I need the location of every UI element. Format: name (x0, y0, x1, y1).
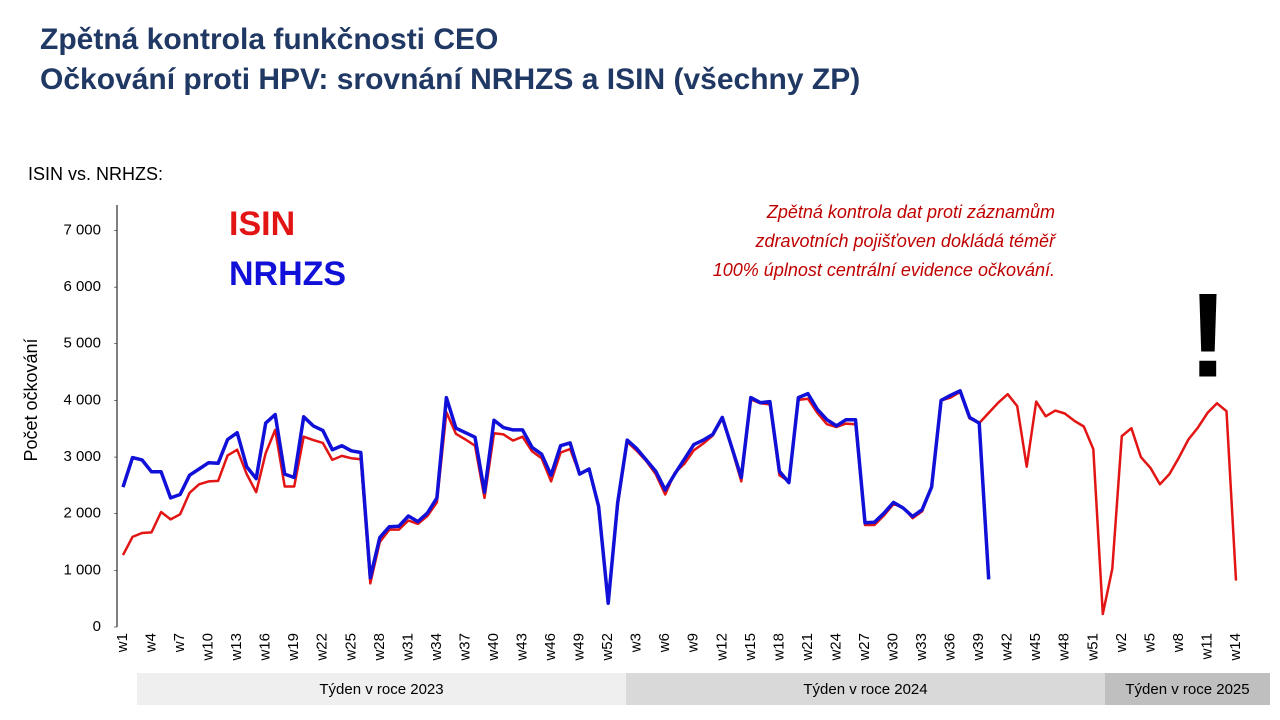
annotation: zdravotních pojišťoven dokládá téměř (754, 231, 1057, 251)
x-tick-label: w8 (1170, 633, 1187, 653)
x-tick-label: w7 (171, 633, 188, 653)
y-tick-label: 1 000 (63, 561, 101, 578)
x-tick-label: w6 (656, 633, 673, 653)
period-label: Týden v roce 2025 (1125, 681, 1249, 698)
x-tick-label: w4 (143, 633, 160, 653)
y-tick-label: 7 000 (63, 221, 101, 238)
period-band (1105, 673, 1270, 705)
period-label: Týden v roce 2024 (803, 681, 927, 698)
x-tick-label: w16 (257, 633, 274, 662)
x-tick-label: w36 (942, 633, 959, 662)
x-tick-label: w31 (399, 633, 416, 662)
y-tick-label: 5 000 (63, 335, 101, 352)
legend-entry: NRHZS (229, 255, 346, 293)
x-tick-label: w33 (913, 633, 930, 662)
x-tick-label: w10 (200, 633, 217, 662)
x-tick-label: w37 (456, 633, 473, 662)
section-label: ISIN vs. NRHZS: (28, 164, 163, 184)
x-tick-label: w48 (1056, 633, 1073, 662)
x-tick-label: w18 (770, 633, 787, 662)
x-tick-label: w13 (228, 633, 245, 662)
y-tick-label: 6 000 (63, 278, 101, 295)
x-tick-label: w19 (285, 633, 302, 662)
legend-entry: ISIN (229, 205, 295, 243)
x-tick-label: w11 (1198, 633, 1215, 660)
x-tick-label: w30 (885, 633, 902, 662)
x-tick-label: w34 (428, 633, 445, 662)
x-tick-label: w25 (342, 633, 359, 662)
subtitle: Očkování proti HPV: srovnání NRHZS a ISI… (40, 63, 860, 96)
x-tick-label: w12 (713, 633, 730, 662)
x-tick-label: w27 (856, 633, 873, 662)
period-band (137, 673, 626, 705)
x-tick-label: w21 (799, 633, 816, 662)
x-tick-label: w45 (1027, 633, 1044, 662)
x-tick-label: w1 (114, 633, 131, 653)
y-tick-label: 4 000 (63, 391, 101, 408)
x-tick-label: w52 (599, 633, 616, 662)
x-tick-label: w51 (1084, 633, 1101, 662)
x-tick-label: w2 (1113, 633, 1130, 653)
y-tick-label: 2 000 (63, 505, 101, 522)
x-tick-label: w28 (371, 633, 388, 662)
x-tick-label: w42 (999, 633, 1016, 662)
y-axis-label: Počet očkování (21, 338, 41, 461)
title: Zpětná kontrola funkčnosti CEO (40, 23, 498, 56)
series-line (121, 389, 991, 605)
period-label: Týden v roce 2023 (319, 681, 443, 698)
x-tick-label: w22 (314, 633, 331, 662)
x-tick-label: w9 (685, 633, 702, 653)
x-tick-label: w40 (485, 633, 502, 662)
x-tick-label: w15 (742, 633, 759, 662)
y-tick-label: 0 (93, 618, 101, 635)
x-tick-label: w14 (1227, 633, 1244, 662)
alert-mark: ! (1188, 269, 1228, 403)
x-tick-label: w5 (1141, 633, 1158, 653)
x-tick-label: w24 (827, 633, 844, 662)
x-tick-label: w49 (571, 633, 588, 662)
x-tick-label: w46 (542, 633, 559, 662)
y-tick-label: 3 000 (63, 448, 101, 465)
x-tick-label: w39 (970, 633, 987, 662)
x-tick-label: w3 (628, 633, 645, 653)
annotation: Zpětná kontrola dat proti záznamům (766, 202, 1055, 222)
x-tick-label: w43 (514, 633, 531, 662)
series-line (121, 390, 1238, 616)
annotation: 100% úplnost centrální evidence očkování… (713, 260, 1055, 280)
period-band (626, 673, 1105, 705)
